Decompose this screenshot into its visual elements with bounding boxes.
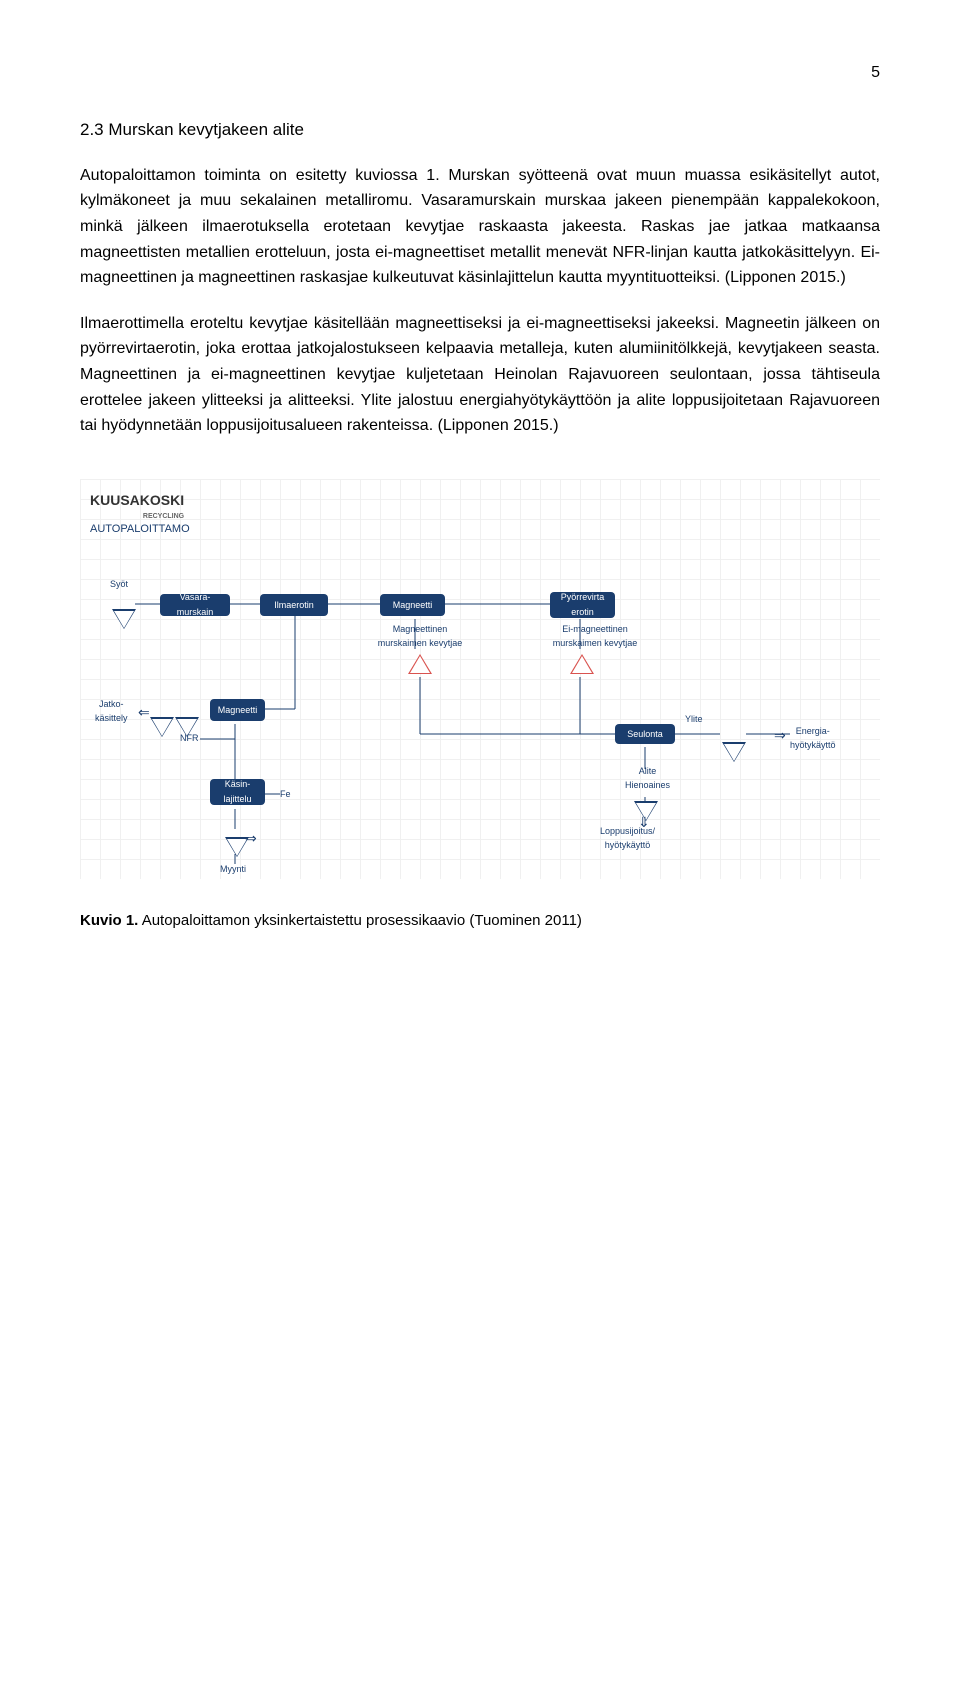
label-syot: Syöt: [110, 577, 128, 591]
node-magneetti: Magneetti: [380, 594, 445, 616]
logo: KUUSAKOSKI RECYCLING: [90, 489, 184, 523]
page-number: 5: [80, 60, 880, 86]
paragraph-1: Autopaloittamon toiminta on esitetty kuv…: [80, 163, 880, 291]
arrow-jatkokasittely: ⇐: [138, 701, 150, 723]
label-alite: Alite Hienoaines: [625, 764, 670, 793]
label-ylite: Ylite: [685, 712, 703, 726]
diagram-title: AUTOPALOITTAMO: [90, 521, 190, 539]
logo-text: KUUSAKOSKI: [90, 492, 184, 508]
label-fe: Fe: [280, 787, 291, 801]
arrow-fe: ⇒: [245, 827, 257, 849]
triangle-eimagneettinen: [570, 654, 594, 674]
section-heading: 2.3 Murskan kevytjakeen alite: [80, 116, 880, 143]
paragraph-2: Ilmaerottimella eroteltu kevytjae käsite…: [80, 311, 880, 439]
triangle-syot: [112, 609, 136, 629]
label-jatkokasittely: Jatko- käsittely: [95, 697, 128, 726]
label-nfr: NFR: [180, 731, 199, 745]
triangle-magneettinen: [408, 654, 432, 674]
node-pyorrevirta: Pyörrevirta erotin: [550, 592, 615, 618]
node-magneetti-2: Magneetti: [210, 699, 265, 721]
label-eimagneettinen-kevytjae: Ei-magneettinen murskaimen kevytjae: [540, 622, 650, 651]
label-magneettinen-kevytjae: Magneettinen murskaimen kevytjae: [370, 622, 470, 651]
process-diagram: KUUSAKOSKI RECYCLING AUTOPALOITTAMO: [80, 479, 880, 879]
node-vasaramurskain: Vasara- murskain: [160, 594, 230, 616]
triangle-ylite: [722, 742, 746, 762]
arrow-energia: ⇒: [774, 724, 786, 746]
node-kasinlajittelu: Käsin- lajittelu: [210, 779, 265, 805]
caption-text: Autopaloittamon yksinkertaistettu proses…: [142, 912, 582, 929]
triangle-jatkokasittely: [150, 717, 174, 737]
figure-caption: Kuvio 1. Autopaloittamon yksinkertaistet…: [80, 909, 880, 933]
node-seulonta: Seulonta: [615, 724, 675, 744]
caption-label: Kuvio 1.: [80, 912, 138, 929]
label-energia: Energia- hyötykäyttö: [790, 724, 836, 753]
label-myynti: Myynti: [220, 862, 246, 876]
flow-connectors: [80, 479, 880, 879]
node-ilmaerotin: Ilmaerotin: [260, 594, 328, 616]
arrow-loppusijoitus: ⇓: [638, 811, 650, 833]
